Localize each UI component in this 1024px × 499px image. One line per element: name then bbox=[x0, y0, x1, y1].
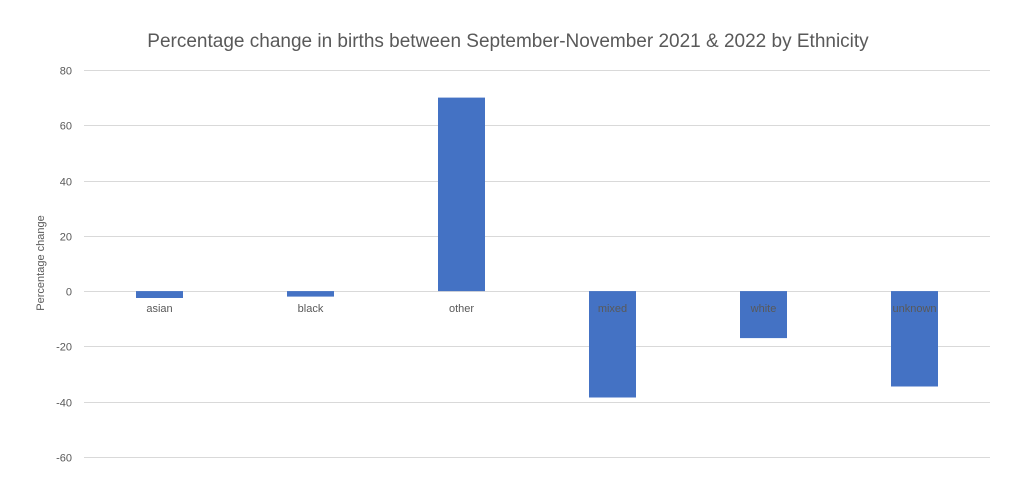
bar-white bbox=[740, 291, 787, 339]
y-tick-label: 40 bbox=[60, 177, 72, 189]
y-tick-label: -20 bbox=[56, 342, 72, 354]
category-labels: asian black other mixed white unknown bbox=[146, 303, 936, 315]
category-label-unknown: unknown bbox=[892, 303, 936, 315]
y-tick-label: 20 bbox=[60, 232, 72, 244]
category-label-asian: asian bbox=[146, 303, 172, 315]
category-label-white: white bbox=[750, 303, 777, 315]
bar-other bbox=[438, 97, 485, 292]
y-tick-label: 0 bbox=[66, 287, 72, 299]
bar-asian bbox=[136, 291, 183, 298]
bar-black bbox=[287, 291, 334, 297]
category-label-mixed: mixed bbox=[598, 303, 627, 315]
bar-mixed bbox=[589, 291, 636, 398]
bars bbox=[136, 97, 938, 398]
category-label-other: other bbox=[449, 303, 474, 315]
y-tick-label: -40 bbox=[56, 398, 72, 410]
y-axis-label: Percentage change bbox=[35, 215, 47, 310]
y-tick-label: -60 bbox=[56, 453, 72, 465]
y-tick-label: 80 bbox=[60, 66, 72, 78]
gridlines bbox=[84, 70, 990, 458]
y-axis-ticks: 80 60 40 20 0 -20 -40 -60 bbox=[56, 66, 72, 465]
bar-unknown bbox=[891, 291, 938, 387]
category-label-black: black bbox=[298, 303, 324, 315]
y-tick-label: 60 bbox=[60, 121, 72, 133]
chart-title: Percentage change in births between Sept… bbox=[147, 31, 869, 52]
